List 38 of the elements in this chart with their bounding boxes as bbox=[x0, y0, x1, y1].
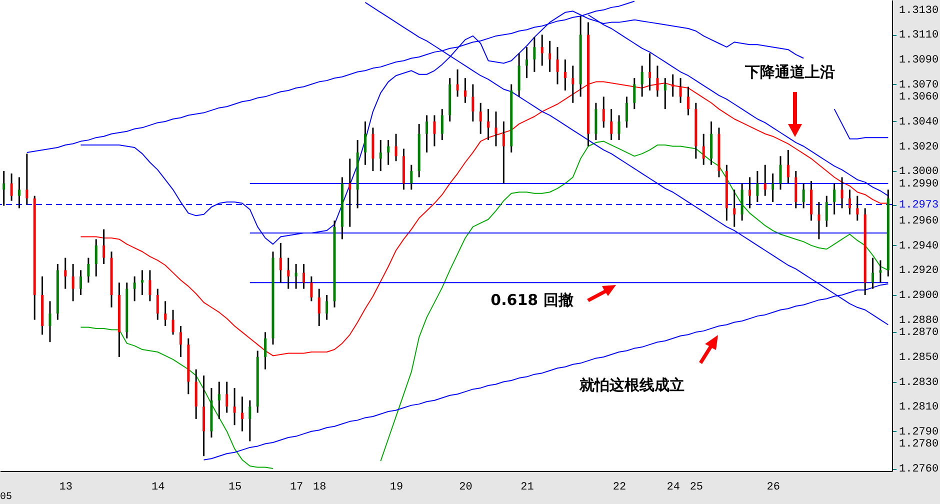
annotation: 0.618 回撤 bbox=[490, 291, 574, 309]
x-tick-label: 13 bbox=[59, 482, 72, 494]
y-tick-label: 1.2850 bbox=[899, 352, 939, 364]
y-tick-label: 1.2870 bbox=[899, 327, 939, 340]
y-tick-label: 1.2990 bbox=[899, 178, 939, 190]
y-tick-label: 1.2920 bbox=[899, 265, 939, 278]
x-tick-label: 25 bbox=[690, 482, 704, 494]
y-tick-label: 1.3130 bbox=[899, 4, 939, 17]
x-tick-label: 17 bbox=[290, 482, 304, 494]
x-tick-label: 14 bbox=[152, 482, 166, 494]
y-tick-label: 1.3060 bbox=[899, 92, 939, 104]
y-tick-label: 1.2780 bbox=[899, 438, 939, 451]
y-tick-label: 1.2973 bbox=[899, 200, 939, 212]
y-tick-label: 1.3020 bbox=[899, 141, 939, 154]
x-tick-label: 21 bbox=[520, 482, 534, 494]
annotation: 就怕这根线成立 bbox=[578, 376, 684, 394]
y-tick-label: 1.2760 bbox=[899, 464, 939, 476]
y-tick-label: 1.3070 bbox=[899, 79, 939, 92]
x-tick-label: 22 bbox=[612, 482, 626, 494]
x-tick-label: 19 bbox=[390, 482, 404, 494]
x-tick-label: 24 bbox=[666, 482, 680, 494]
y-tick-label: 1.3040 bbox=[899, 116, 939, 128]
x-tick-label: 15 bbox=[228, 482, 242, 494]
y-tick-label: 1.3000 bbox=[899, 166, 939, 178]
y-tick-label: 1.2830 bbox=[899, 376, 939, 389]
x-tick-label: 20 bbox=[459, 482, 472, 494]
y-tick-label: 1.2810 bbox=[899, 402, 939, 414]
y-tick-label: 1.2790 bbox=[899, 426, 939, 438]
y-tick-label: 1.3090 bbox=[899, 54, 939, 66]
x-tick-label: 26 bbox=[766, 482, 780, 494]
y-tick-label: 1.2940 bbox=[899, 240, 939, 252]
y-tick-label: 1.2960 bbox=[899, 216, 939, 228]
x-tick-label: 18 bbox=[313, 482, 326, 494]
y-tick-label: 1.3110 bbox=[899, 30, 939, 42]
text: 05 bbox=[0, 492, 12, 503]
annotation: 下降通道上沿 bbox=[744, 63, 835, 81]
y-tick-label: 1.2880 bbox=[899, 314, 939, 327]
y-tick-label: 1.2900 bbox=[899, 290, 939, 302]
